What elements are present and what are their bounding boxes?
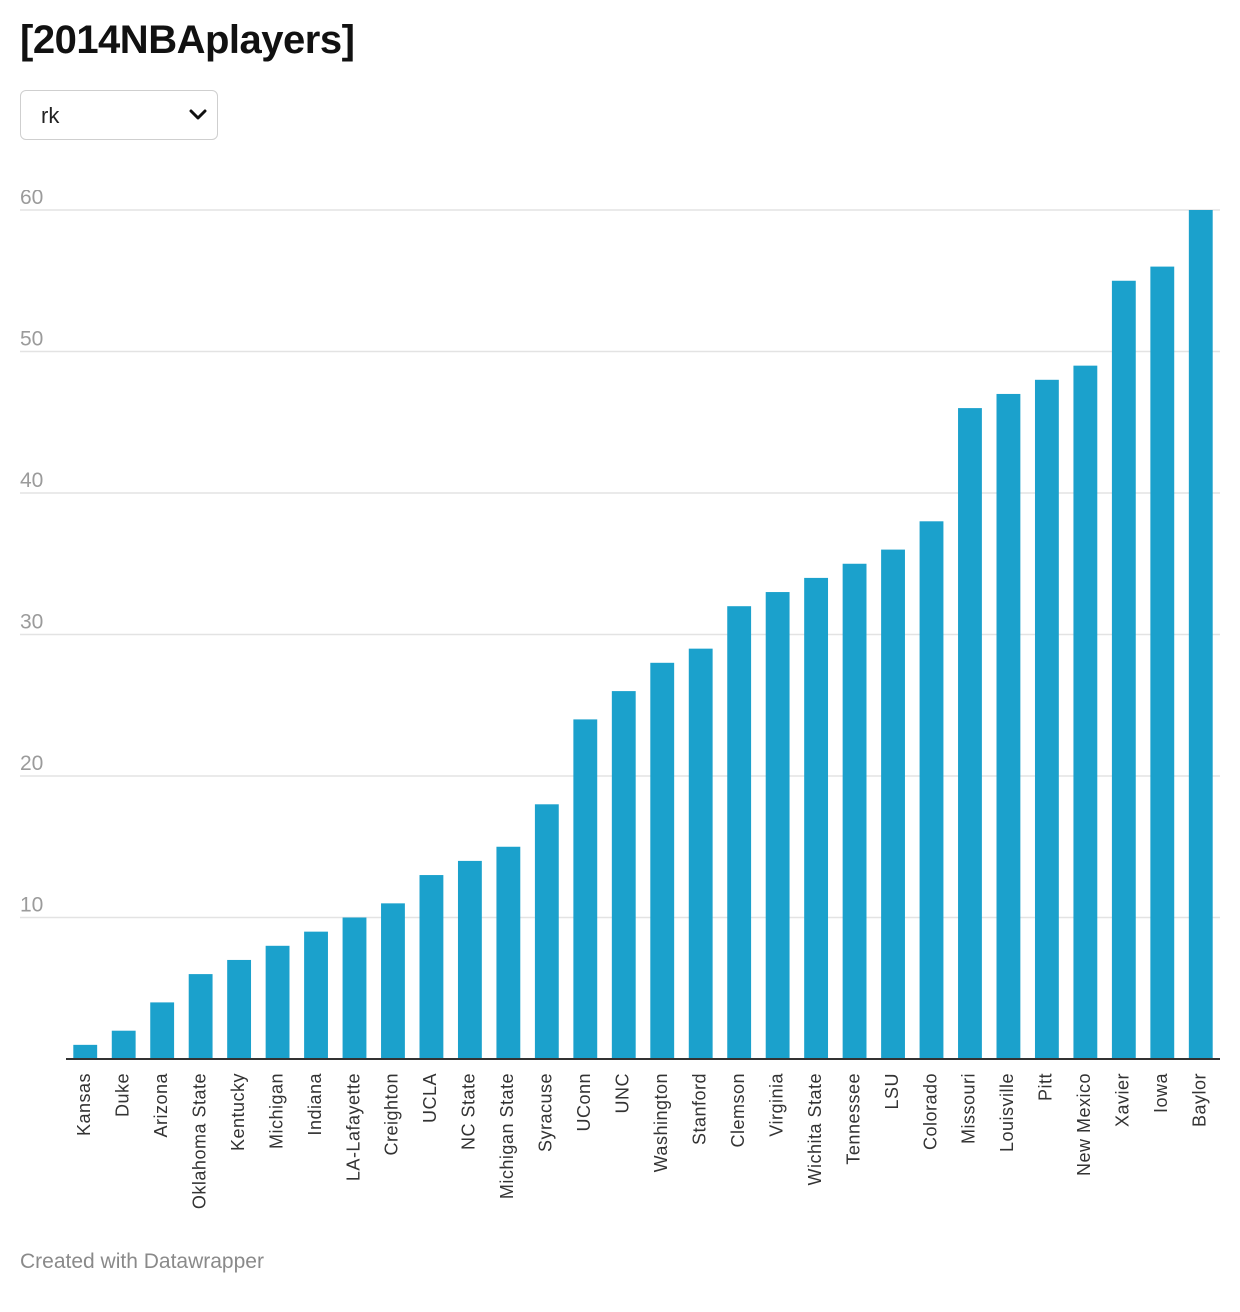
bar [227, 959, 252, 1059]
x-tick-label: Tennessee [843, 1073, 863, 1165]
x-tick-label: Pitt [1036, 1073, 1056, 1101]
chart-title: [2014NBAplayers] [20, 18, 355, 62]
y-tick-label: 30 [20, 611, 43, 634]
bar [73, 1044, 98, 1059]
x-tick-label: Arizona [151, 1073, 171, 1138]
bar [534, 804, 559, 1059]
x-tick-label: LA-Lafayette [343, 1073, 363, 1181]
bar [419, 875, 444, 1059]
chevron-down-icon [189, 109, 207, 120]
bar [958, 408, 982, 1060]
bar [1073, 365, 1098, 1059]
bar [457, 860, 482, 1059]
x-tick-label: UCLA [420, 1073, 440, 1123]
bar [688, 648, 713, 1059]
x-tick-label: Oklahoma State [189, 1073, 209, 1209]
y-tick-label: 40 [20, 469, 43, 492]
y-tick-label: 60 [20, 190, 43, 209]
x-tick-label: New Mexico [1074, 1073, 1094, 1176]
x-tick-label: Michigan [266, 1073, 286, 1149]
bar [188, 974, 213, 1059]
bar [342, 917, 367, 1059]
bar [842, 563, 867, 1059]
x-tick-label: Iowa [1151, 1073, 1171, 1114]
bar [496, 846, 521, 1059]
x-tick-label: NC State [459, 1073, 479, 1150]
x-tick-label: Michigan State [497, 1073, 517, 1199]
bar [996, 393, 1021, 1059]
bar [611, 691, 636, 1059]
bar [111, 1030, 136, 1059]
bar [727, 606, 752, 1059]
bar [650, 662, 675, 1059]
bar [265, 945, 290, 1059]
bar-chart: 10 20 30 40 50 60 Kansas Duke Arizona Oklahoma St… [20, 190, 1220, 1209]
bar [1188, 210, 1213, 1059]
y-tick-label: 10 [20, 894, 43, 917]
x-tick-label: Missouri [959, 1073, 979, 1144]
x-tick-label: Louisville [997, 1073, 1017, 1152]
column-selector-value: rk [41, 103, 60, 128]
bar [150, 1002, 175, 1059]
bar [1034, 379, 1059, 1059]
bar [881, 549, 905, 1059]
x-tick-label: Creighton [382, 1073, 402, 1156]
bar [1111, 280, 1136, 1059]
x-tick-label: Duke [112, 1073, 132, 1117]
x-tick-label: Baylor [1190, 1073, 1210, 1127]
y-tick-label: 20 [20, 752, 43, 775]
bar [304, 931, 328, 1059]
x-tick-label: Kentucky [228, 1073, 248, 1151]
bar [919, 521, 944, 1059]
x-tick-label: Indiana [305, 1073, 325, 1136]
bar [765, 592, 790, 1059]
x-tick-label: Stanford [689, 1073, 709, 1145]
x-tick-label: UNC [613, 1073, 633, 1114]
x-tick-label: Xavier [1113, 1073, 1133, 1127]
x-tick-label: LSU [882, 1073, 902, 1110]
x-tick-label: Wichita State [805, 1073, 825, 1186]
x-tick-label: Clemson [728, 1073, 748, 1148]
y-tick-label: 50 [20, 328, 43, 351]
bar [804, 577, 829, 1059]
footer-credit: Created with Datawrapper [20, 1250, 264, 1273]
x-tick-label: Syracuse [536, 1073, 556, 1152]
x-tick-label: UConn [574, 1073, 594, 1132]
x-tick-label: Kansas [74, 1073, 94, 1136]
x-tick-label: Colorado [920, 1073, 940, 1150]
bar [1150, 266, 1175, 1060]
x-tick-label: Virginia [766, 1073, 786, 1137]
x-tick-label: Washington [651, 1073, 671, 1172]
column-selector-dropdown[interactable]: rk [20, 90, 218, 140]
bar [381, 903, 405, 1059]
bar [573, 719, 598, 1059]
